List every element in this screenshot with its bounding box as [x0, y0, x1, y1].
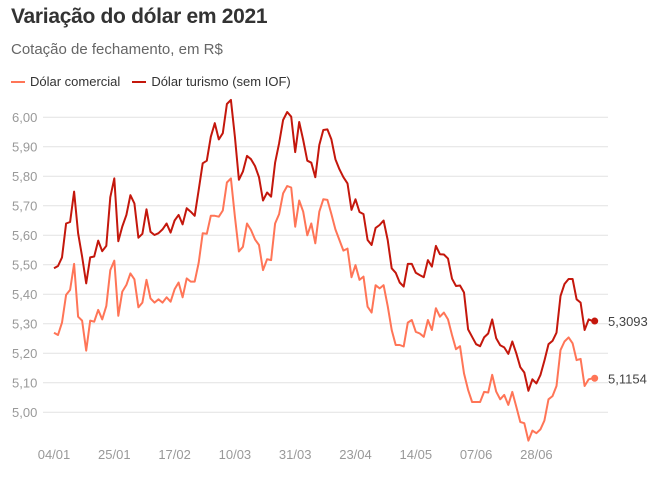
legend-swatch-turismo [132, 80, 147, 83]
y-tick-label: 5,80 [12, 169, 37, 184]
x-tick-label: 31/03 [279, 447, 312, 462]
legend-item-comercial[interactable]: Dólar comercial [11, 74, 120, 89]
end-value-label: 5,3093 [608, 314, 648, 329]
legend-swatch-comercial [11, 80, 25, 83]
x-tick-label: 14/05 [400, 447, 433, 462]
x-tick-label: 25/01 [98, 447, 131, 462]
y-tick-label: 6,00 [12, 110, 37, 125]
y-tick-label: 5,20 [12, 346, 37, 361]
x-tick-label: 10/03 [219, 447, 252, 462]
chart-subtitle: Cotação de fechamento, em R$ [11, 41, 223, 58]
legend-label-comercial: Dólar comercial [30, 74, 121, 89]
y-tick-label: 5,70 [12, 198, 37, 213]
y-tick-label: 5,90 [12, 139, 37, 154]
y-tick-label: 5,40 [12, 287, 37, 302]
x-tick-label: 28/06 [520, 447, 553, 462]
series-line-comercial [53, 177, 593, 442]
series-line-turismo [53, 98, 594, 392]
y-tick-label: 5,60 [12, 228, 37, 243]
end-value-label: 5,1154 [608, 371, 647, 386]
x-tick-label: 07/06 [460, 447, 493, 462]
legend: Dólar comercial Dólar turismo (sem IOF) [11, 74, 291, 89]
end-point-marker [591, 374, 599, 382]
x-tick-label: 04/01 [38, 447, 71, 462]
y-tick-label: 5,10 [12, 375, 37, 390]
y-tick-label: 5,30 [12, 316, 37, 331]
chart-title: Variação do dólar em 2021 [11, 5, 268, 28]
end-point-marker [591, 317, 599, 325]
y-tick-label: 5,50 [12, 257, 37, 272]
x-tick-label: 17/02 [158, 447, 191, 462]
x-tick-label: 23/04 [339, 447, 372, 462]
legend-label-turismo: Dólar turismo (sem IOF) [151, 74, 291, 89]
y-tick-label: 5,00 [12, 405, 37, 420]
legend-item-turismo[interactable]: Dólar turismo (sem IOF) [132, 74, 291, 89]
